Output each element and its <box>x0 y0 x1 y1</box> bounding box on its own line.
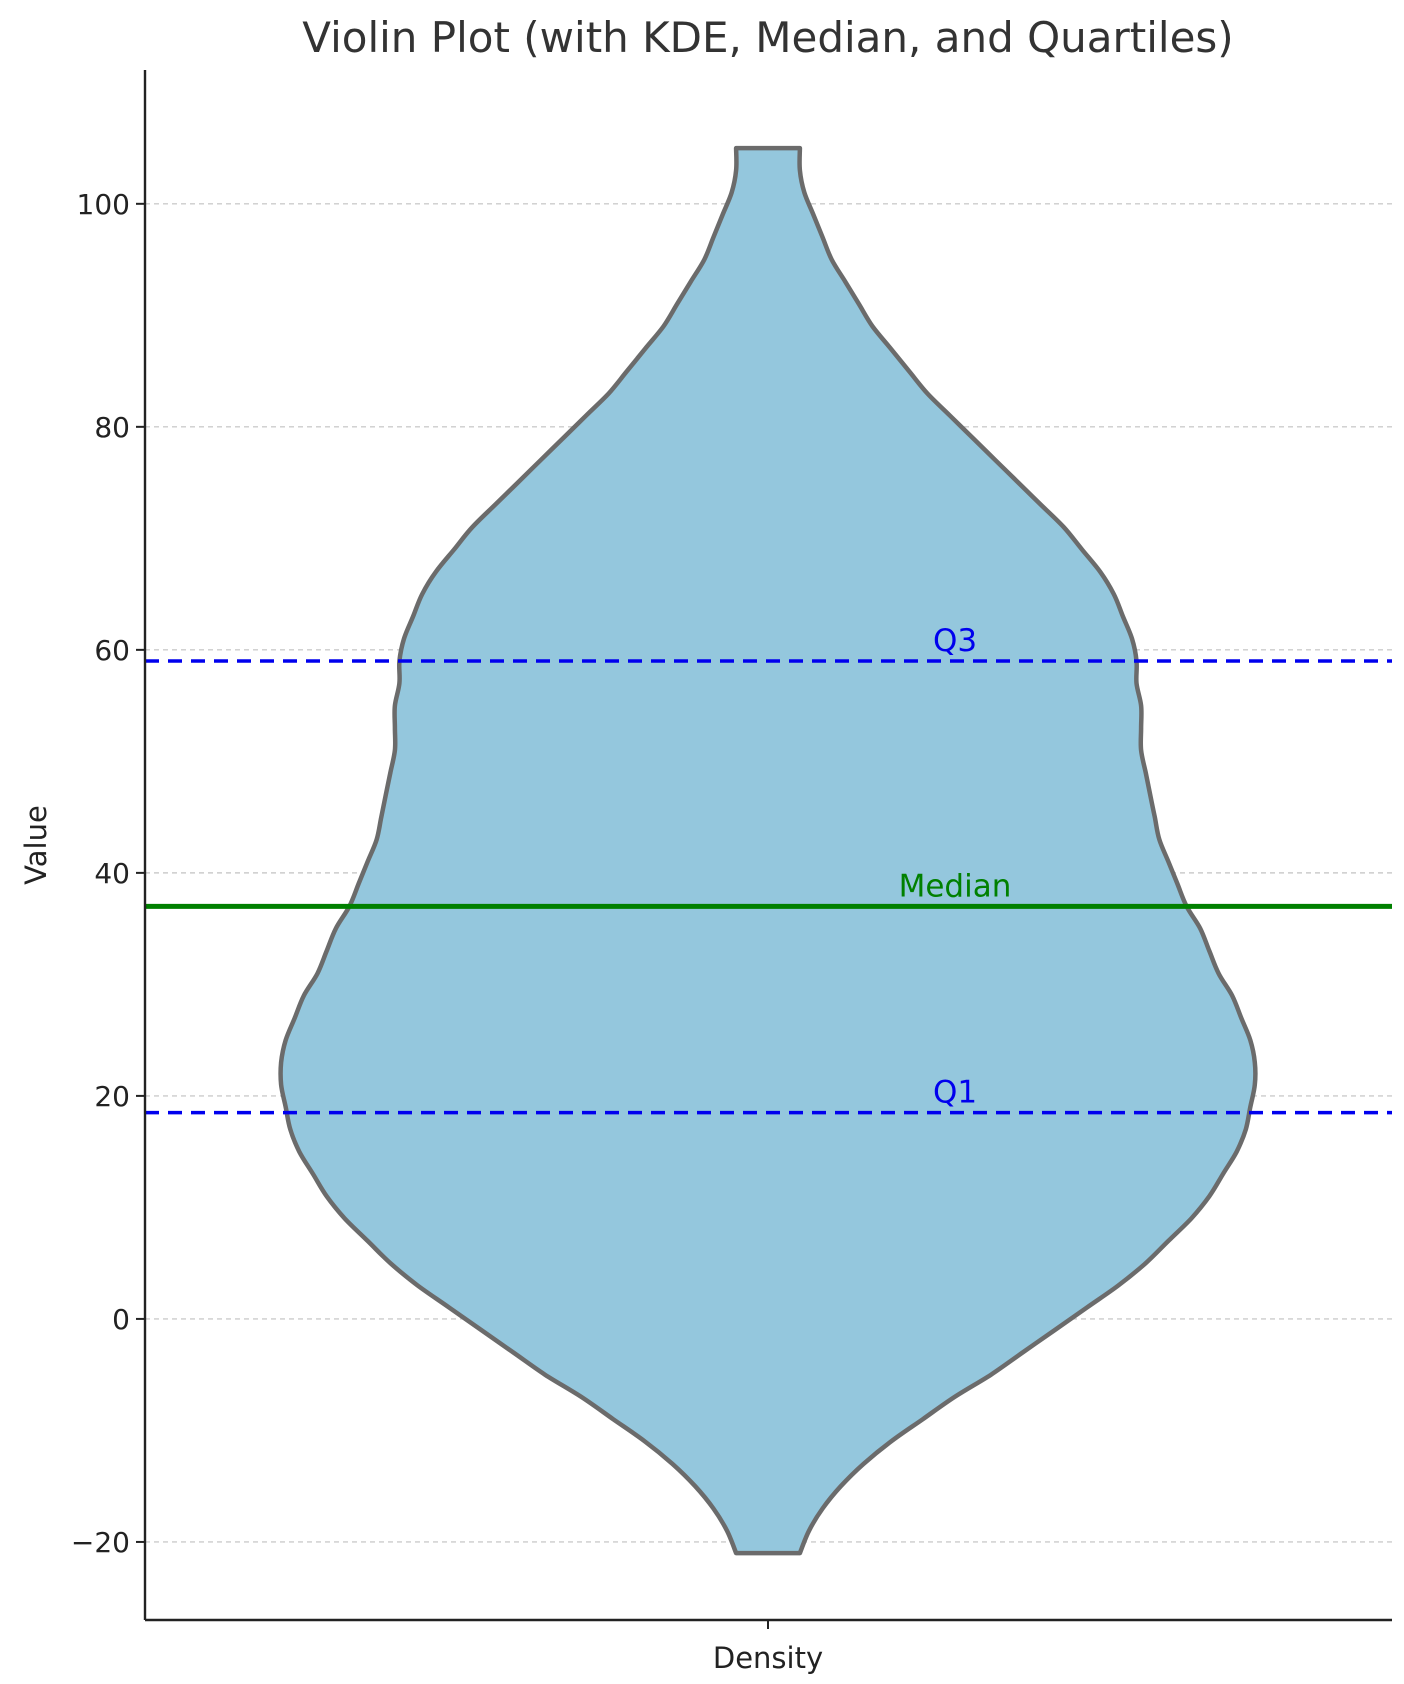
y-tick-label: −20 <box>71 1526 130 1559</box>
y-tick-label: 20 <box>94 1080 130 1113</box>
y-tick-label: 100 <box>77 188 130 221</box>
violin-body <box>278 145 1258 1556</box>
y-axis-label: Value <box>19 805 53 885</box>
y-tick-label: 0 <box>112 1303 130 1336</box>
tick-labels: −20 0 20 40 60 80 100 Density <box>71 188 823 1675</box>
y-tick-label: 40 <box>94 857 130 890</box>
y-tick-label: 80 <box>94 411 130 444</box>
q1-label: Q1 <box>933 1075 977 1111</box>
median-label: Median <box>899 868 1012 904</box>
violin-body-group <box>278 145 1258 1556</box>
reference-lines: Median Q1 Q3 <box>145 623 1392 1115</box>
x-tick-label: Density <box>713 1641 823 1675</box>
q3-label: Q3 <box>933 623 977 659</box>
chart-title: Violin Plot (with KDE, Median, and Quart… <box>302 13 1233 62</box>
y-tick-label: 60 <box>94 634 130 667</box>
